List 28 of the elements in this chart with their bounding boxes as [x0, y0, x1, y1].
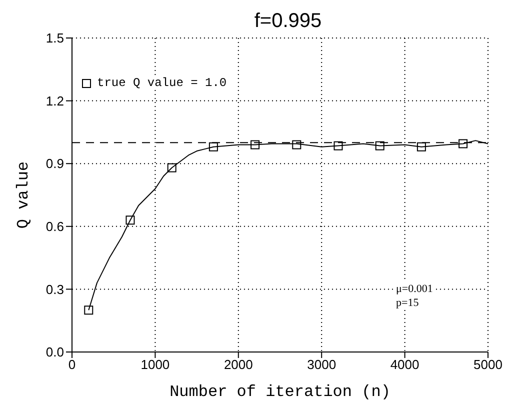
point: [167, 163, 176, 172]
annotation: μ=0.001: [396, 282, 433, 296]
point: [292, 140, 302, 150]
point: [126, 216, 135, 225]
chart-title: f=0.995: [253, 10, 323, 33]
y-tick-label: 0.6: [46, 219, 64, 234]
y-axis-title: Q value: [14, 161, 33, 229]
point: [416, 142, 426, 152]
point: [334, 141, 343, 150]
x-tick-label: 1000: [140, 357, 170, 372]
x-tick-label: 3000: [307, 357, 336, 372]
point: [458, 139, 468, 148]
point: [250, 140, 260, 150]
y-tick-label: 1.2: [46, 93, 64, 108]
x-tick-label: 0: [68, 357, 76, 372]
x-tick-label: 2000: [224, 357, 253, 372]
x-axis-title: Number of iteration (n): [170, 383, 390, 401]
point: [208, 142, 218, 152]
x-tick-label: 5000: [474, 357, 502, 372]
y-tick-label: 0.0: [46, 344, 64, 360]
y-tick-label: 0.3: [46, 282, 64, 297]
point: [84, 306, 94, 315]
y-tick-label: 1.5: [46, 30, 64, 46]
y-tick-label: 0.9: [46, 156, 64, 172]
point: [375, 141, 384, 150]
x-tick-label: 4000: [390, 357, 420, 372]
annotation: p=15: [396, 296, 420, 310]
legend-label: true Q value = 1.0: [97, 76, 227, 90]
